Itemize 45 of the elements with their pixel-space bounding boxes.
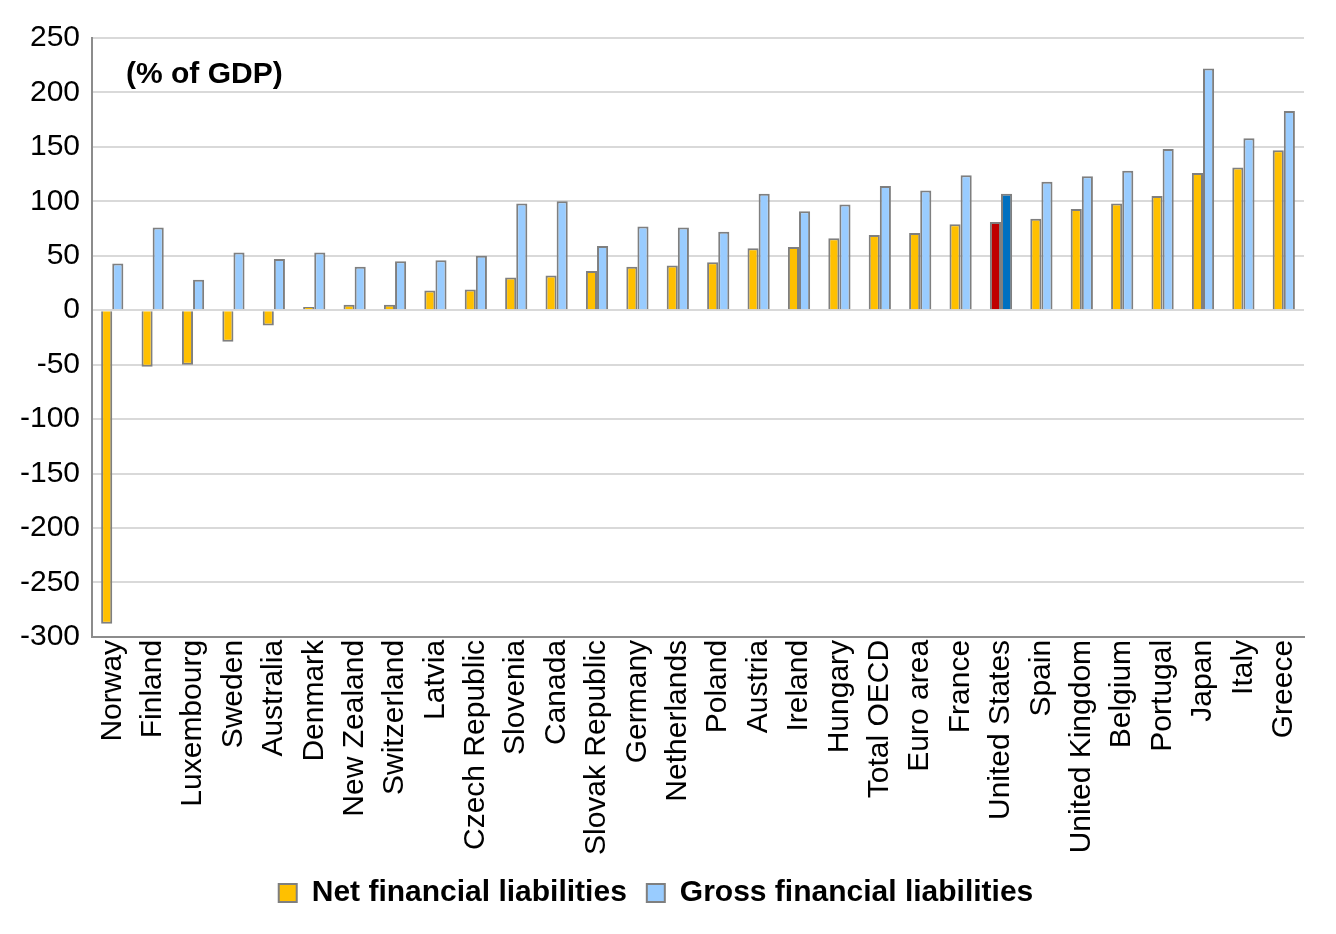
x-tick-label: Greece — [1265, 639, 1299, 739]
y-tick-label: -300 — [20, 618, 81, 652]
x-tick-label: Canada — [537, 639, 571, 745]
x-tick-label: Spain — [1022, 639, 1056, 717]
y-tick-label: 100 — [29, 182, 81, 216]
x-tick-label: Latvia — [416, 639, 450, 720]
x-tick-label: Norway — [93, 639, 127, 742]
x-tick-label: Slovak Republic — [578, 639, 612, 856]
x-tick-label: Poland — [699, 639, 733, 734]
x-tick-label: Switzerland — [376, 639, 410, 795]
y-tick-label: -250 — [20, 563, 81, 597]
y-tick-label: -150 — [20, 454, 81, 488]
x-tick-label: Czech Republic — [457, 639, 491, 850]
x-tick-label: Germany — [618, 639, 652, 764]
x-tick-label: Hungary — [820, 639, 854, 754]
y-tick-label: 250 — [29, 19, 81, 53]
x-tick-label: Belgium — [1103, 639, 1137, 749]
x-tick-label: Sweden — [214, 639, 248, 749]
x-tick-label: Finland — [133, 639, 167, 739]
x-tick-label: Netherlands — [659, 639, 693, 802]
x-tick-label: Denmark — [295, 638, 329, 762]
y-tick-label: -200 — [20, 509, 81, 543]
x-tick-label: United States — [982, 639, 1016, 820]
y-tick-label: 50 — [46, 237, 81, 271]
y-tick-label: 200 — [29, 73, 81, 107]
x-tick-label: Luxembourg — [174, 639, 208, 807]
y-tick-label: 150 — [29, 128, 81, 162]
x-tick-label: Ireland — [780, 639, 814, 732]
x-tick-label: Italy — [1224, 639, 1258, 695]
x-tick-label: Japan — [1184, 639, 1218, 722]
x-tick-label: Australia — [255, 639, 289, 757]
x-tick-label: United Kingdom — [1063, 639, 1097, 854]
x-tick-label: Euro area — [901, 639, 935, 772]
x-tick-label: France — [941, 639, 975, 734]
text: (% of GDP) — [126, 56, 283, 90]
y-tick-label: 0 — [63, 291, 81, 325]
legend-label: Net financial liabilities — [311, 874, 627, 908]
x-tick-label: Portugal — [1143, 639, 1177, 752]
y-tick-label: -50 — [36, 345, 81, 379]
legend-label: Gross financial liabilities — [679, 874, 1034, 908]
y-tick-label: -100 — [20, 400, 81, 434]
x-tick-label: Slovenia — [497, 639, 531, 755]
x-tick-label: New Zealand — [335, 639, 369, 817]
x-tick-label: Total OECD — [861, 639, 895, 799]
x-tick-label: Austria — [739, 639, 773, 734]
